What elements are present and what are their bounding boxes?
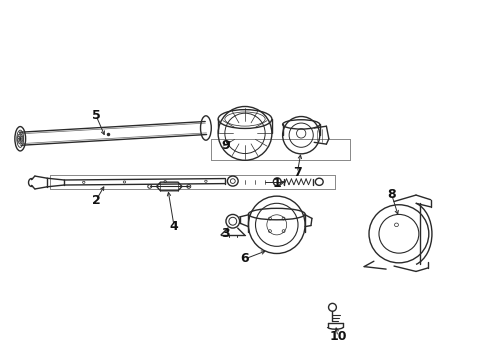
Text: 6: 6	[241, 252, 249, 265]
Text: 3: 3	[221, 226, 230, 239]
Text: 9: 9	[221, 139, 230, 152]
Text: 5: 5	[92, 109, 100, 122]
Text: 10: 10	[329, 330, 346, 343]
Text: 4: 4	[170, 220, 178, 233]
Text: 1: 1	[272, 177, 281, 190]
Text: 2: 2	[92, 194, 100, 207]
Text: 7: 7	[293, 166, 302, 179]
Text: 8: 8	[387, 188, 396, 201]
